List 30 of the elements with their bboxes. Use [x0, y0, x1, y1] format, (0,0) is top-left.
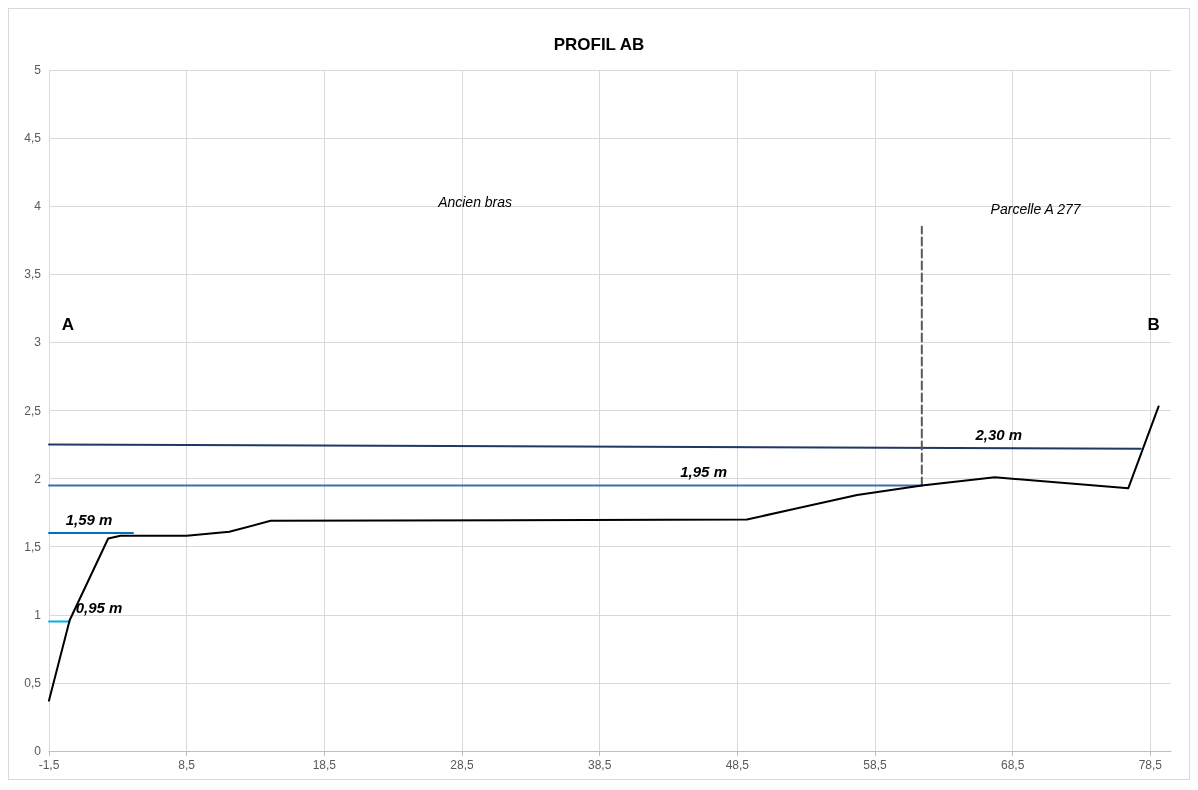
series-label: 1,95 m — [680, 462, 727, 480]
x-tick-label: 58,5 — [863, 758, 888, 772]
annotation: Ancien bras — [437, 193, 513, 210]
x-tick-label: 78,5 — [1138, 758, 1163, 772]
y-tick-label: 1 — [34, 607, 42, 622]
annotation: B — [1147, 315, 1160, 335]
series-label: 0,95 m — [75, 599, 123, 617]
x-tick-label: 28,5 — [450, 758, 475, 772]
x-tick-label: 68,5 — [1001, 758, 1025, 772]
y-tick-label: 0,5 — [24, 675, 42, 690]
series-label: 1,59 m — [65, 510, 113, 528]
y-tick-label: 3 — [34, 335, 42, 350]
y-tick-label: 4,5 — [24, 131, 42, 146]
y-tick-label: 5 — [34, 63, 42, 77]
chart-title: PROFIL AB — [553, 35, 645, 54]
line-series — [48, 405, 1160, 702]
series-label: 2,30 m — [974, 425, 1023, 443]
annotation: A — [61, 315, 75, 335]
y-tick-label: 3,5 — [24, 267, 42, 282]
y-tick-label: 2 — [34, 471, 42, 486]
x-tick-label: 18,5 — [312, 758, 337, 772]
x-tick-label: 48,5 — [725, 758, 750, 772]
y-tick-label: 4 — [34, 199, 42, 214]
y-tick-label: 1,5 — [24, 539, 42, 554]
x-tick-label: -1,5 — [38, 758, 60, 772]
x-tick-label: 8,5 — [178, 758, 196, 772]
annotation: Parcelle A 277 — [990, 201, 1082, 218]
y-tick-label: 2,5 — [24, 403, 42, 418]
y-tick-label: 0 — [34, 744, 42, 758]
x-tick-label: 38,5 — [588, 758, 612, 772]
